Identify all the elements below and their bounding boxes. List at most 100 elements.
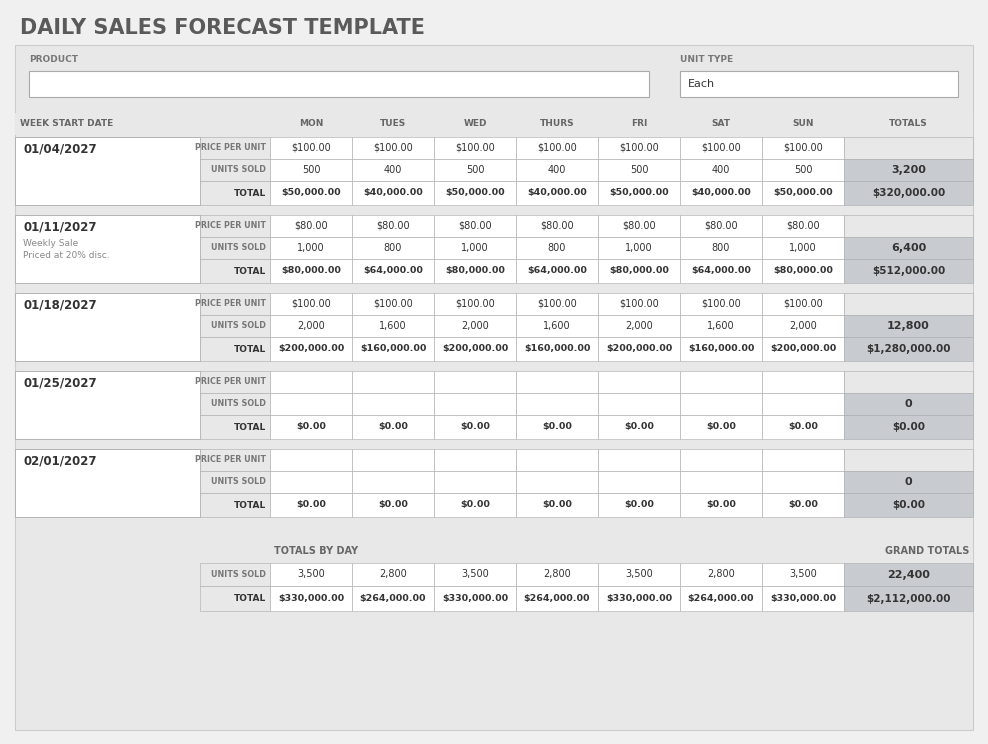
Bar: [680, 237, 762, 259]
Text: $1,280,000.00: $1,280,000.00: [866, 344, 950, 354]
Text: $200,000.00: $200,000.00: [442, 344, 508, 353]
Text: 2,000: 2,000: [625, 321, 653, 331]
Text: $80.00: $80.00: [622, 221, 656, 231]
Bar: [762, 371, 844, 393]
Bar: [270, 337, 352, 361]
Bar: [434, 237, 516, 259]
Bar: [598, 471, 680, 493]
Text: SAT: SAT: [711, 120, 730, 129]
Bar: [434, 259, 516, 283]
Bar: [598, 337, 680, 361]
Text: PRICE PER UNIT: PRICE PER UNIT: [195, 377, 266, 386]
Text: 800: 800: [547, 243, 566, 253]
Text: Each: Each: [688, 79, 715, 89]
Text: 500: 500: [793, 165, 812, 175]
Bar: [844, 215, 973, 237]
Bar: [516, 215, 598, 237]
Bar: [352, 237, 434, 259]
Text: $264,000.00: $264,000.00: [688, 594, 754, 603]
Text: 2,000: 2,000: [789, 321, 817, 331]
Bar: [270, 137, 352, 159]
Bar: [434, 415, 516, 439]
Text: UNIT TYPE: UNIT TYPE: [680, 54, 733, 63]
Bar: [200, 137, 270, 159]
Bar: [352, 563, 434, 586]
Bar: [598, 181, 680, 205]
Text: $0.00: $0.00: [378, 501, 408, 510]
Text: 6,400: 6,400: [891, 243, 926, 253]
Bar: [516, 237, 598, 259]
Bar: [844, 315, 973, 337]
Bar: [15, 137, 200, 205]
Text: 1,000: 1,000: [297, 243, 325, 253]
Bar: [844, 371, 973, 393]
Text: $100.00: $100.00: [701, 143, 741, 153]
Text: 400: 400: [383, 165, 402, 175]
Bar: [680, 493, 762, 517]
Text: MON: MON: [298, 120, 323, 129]
Text: $64,000.00: $64,000.00: [527, 266, 587, 275]
Text: $200,000.00: $200,000.00: [606, 344, 672, 353]
Bar: [270, 215, 352, 237]
Bar: [844, 471, 973, 493]
Text: DAILY SALES FORECAST TEMPLATE: DAILY SALES FORECAST TEMPLATE: [20, 18, 425, 38]
Text: $50,000.00: $50,000.00: [282, 188, 341, 197]
Bar: [516, 415, 598, 439]
Text: 3,500: 3,500: [625, 569, 653, 580]
Text: $0.00: $0.00: [624, 423, 654, 432]
Text: $512,000.00: $512,000.00: [871, 266, 946, 276]
Text: 500: 500: [465, 165, 484, 175]
Text: $100.00: $100.00: [291, 143, 331, 153]
Bar: [352, 449, 434, 471]
Bar: [200, 237, 270, 259]
Text: $50,000.00: $50,000.00: [774, 188, 833, 197]
Bar: [270, 315, 352, 337]
Text: PRICE PER UNIT: PRICE PER UNIT: [195, 455, 266, 464]
Bar: [598, 215, 680, 237]
Bar: [29, 71, 649, 97]
Bar: [680, 337, 762, 361]
Bar: [270, 449, 352, 471]
Text: $0.00: $0.00: [892, 500, 925, 510]
Text: $40,000.00: $40,000.00: [528, 188, 587, 197]
Text: $320,000.00: $320,000.00: [871, 188, 946, 198]
Text: $0.00: $0.00: [378, 423, 408, 432]
Bar: [352, 337, 434, 361]
Text: $80,000.00: $80,000.00: [773, 266, 833, 275]
Bar: [434, 393, 516, 415]
Bar: [15, 215, 200, 283]
Bar: [680, 259, 762, 283]
Text: UNITS SOLD: UNITS SOLD: [211, 243, 266, 252]
Bar: [352, 181, 434, 205]
Text: TOTALS: TOTALS: [889, 120, 928, 129]
Bar: [200, 449, 270, 471]
Bar: [516, 181, 598, 205]
Text: $100.00: $100.00: [455, 299, 495, 309]
Text: $100.00: $100.00: [619, 143, 659, 153]
Bar: [680, 181, 762, 205]
Bar: [434, 371, 516, 393]
Bar: [434, 493, 516, 517]
Text: 1,600: 1,600: [543, 321, 571, 331]
Text: $100.00: $100.00: [783, 299, 823, 309]
Text: 3,200: 3,200: [891, 165, 926, 175]
Text: $0.00: $0.00: [706, 423, 736, 432]
Bar: [844, 393, 973, 415]
Bar: [762, 415, 844, 439]
Text: $80.00: $80.00: [376, 221, 410, 231]
Bar: [762, 471, 844, 493]
Bar: [200, 563, 270, 586]
Text: UNITS SOLD: UNITS SOLD: [211, 321, 266, 330]
Text: 3,500: 3,500: [297, 569, 325, 580]
Text: $80,000.00: $80,000.00: [609, 266, 669, 275]
Bar: [434, 293, 516, 315]
Bar: [762, 137, 844, 159]
Bar: [200, 471, 270, 493]
Bar: [598, 137, 680, 159]
Text: $100.00: $100.00: [455, 143, 495, 153]
Bar: [762, 181, 844, 205]
Bar: [15, 371, 200, 439]
Text: 1,000: 1,000: [625, 243, 653, 253]
Bar: [844, 563, 973, 586]
Text: 800: 800: [383, 243, 402, 253]
